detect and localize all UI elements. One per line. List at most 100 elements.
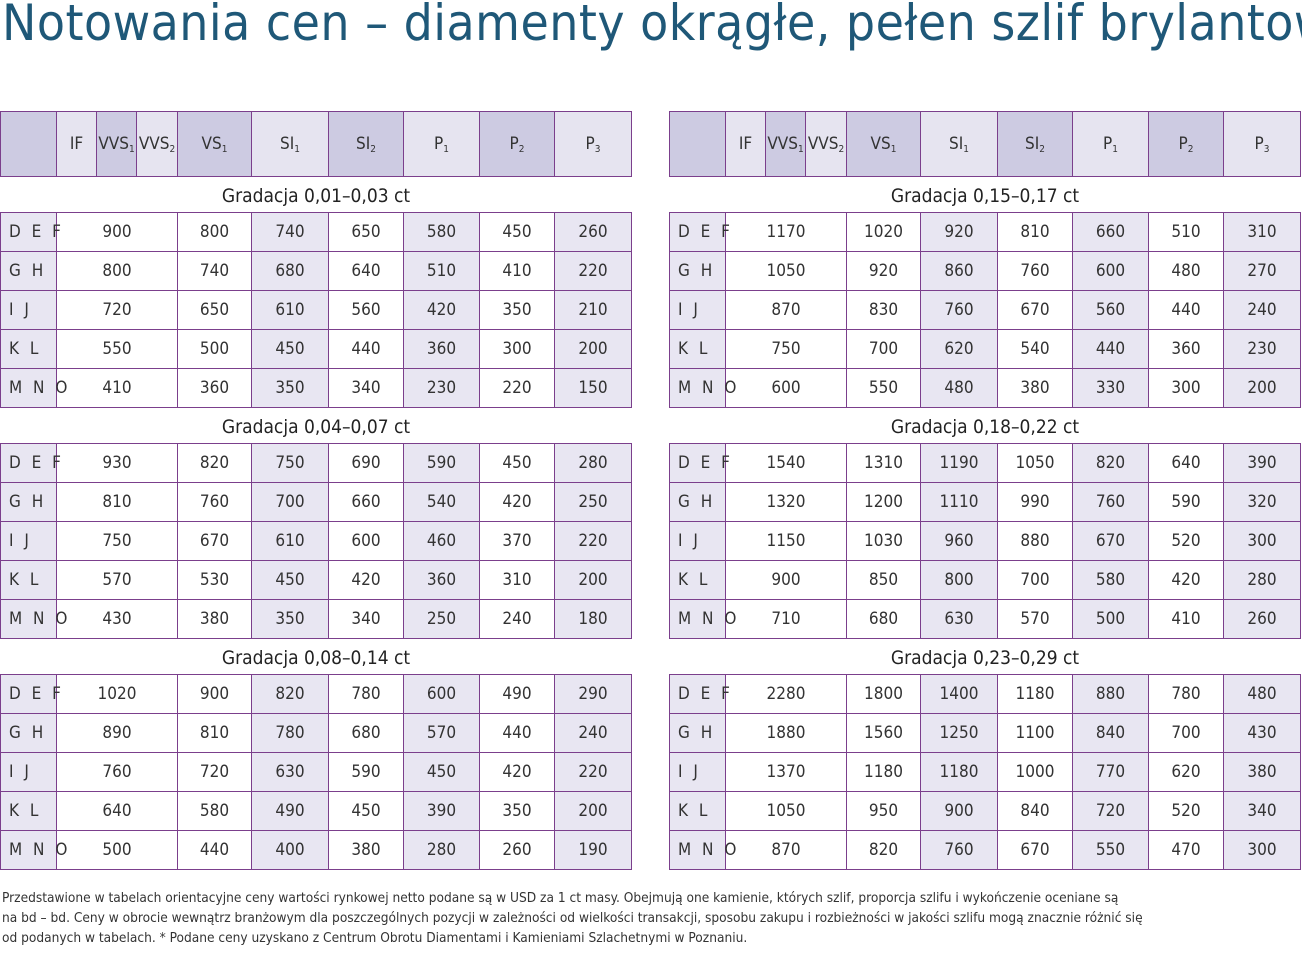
column-header: VVS1	[96, 111, 137, 177]
price-cell: 240	[1223, 290, 1301, 330]
table-row: M N O 710 680 630 570 500 410 260	[669, 599, 1301, 639]
price-cell: 580	[1072, 560, 1149, 600]
color-grade-label: D E F	[0, 674, 61, 714]
column-header-subscript: 3	[594, 143, 601, 155]
price-cell: 540	[403, 482, 480, 522]
price-cell: 1100	[997, 713, 1073, 753]
column-header-label: VVS	[767, 133, 798, 154]
price-cell: 760	[920, 830, 998, 870]
price-cell: 370	[479, 521, 555, 561]
price-cell: 900	[177, 674, 252, 714]
column-header-subscript: 1	[890, 143, 897, 155]
price-cell: 480	[1223, 674, 1301, 714]
price-cell: 1050	[725, 791, 847, 831]
section-title: Gradacja 0,04–0,07 ct	[0, 407, 632, 444]
color-grade-label: G H	[0, 713, 57, 753]
price-cell: 870	[725, 830, 847, 870]
price-cell: 220	[554, 752, 632, 792]
column-header-subscript: 1	[128, 143, 135, 155]
price-cell: 280	[1223, 560, 1301, 600]
price-cell: 540	[997, 329, 1073, 369]
price-cell: 860	[920, 251, 998, 291]
price-cell: 700	[997, 560, 1073, 600]
column-header-subscript: 2	[1039, 143, 1045, 155]
color-grade-label: D E F	[669, 443, 730, 483]
price-cell: 1200	[846, 482, 921, 522]
price-cell: 420	[403, 290, 480, 330]
color-grade-label: I J	[0, 290, 57, 330]
price-cell: 840	[1072, 713, 1149, 753]
price-cell: 550	[1072, 830, 1149, 870]
column-header-label: VS	[201, 133, 222, 154]
price-cell: 150	[554, 368, 632, 408]
color-grade-label: D E F	[0, 443, 61, 483]
column-header: SI2	[997, 111, 1073, 177]
price-cell: 200	[554, 329, 632, 369]
footnote-line: od podanych w tabelach. * Podane ceny uz…	[2, 930, 748, 946]
color-grade-label: G H	[669, 713, 726, 753]
color-grade-label: M N O	[0, 830, 67, 870]
price-cell: 1020	[846, 212, 921, 252]
color-grade-label: I J	[0, 752, 57, 792]
price-cell: 430	[1223, 713, 1301, 753]
table-row: I J 750 670 610 600 460 370 220	[0, 521, 632, 561]
price-cell: 890	[56, 713, 178, 753]
price-cell: 460	[403, 521, 480, 561]
table-row: I J 760 720 630 590 450 420 220	[0, 752, 632, 792]
price-cell: 820	[177, 443, 252, 483]
price-cell: 340	[1223, 791, 1301, 831]
table-row: M N O 410 360 350 340 230 220 150	[0, 368, 632, 408]
section-title: Gradacja 0,23–0,29 ct	[669, 638, 1301, 675]
price-cell: 250	[554, 482, 632, 522]
price-cell: 680	[328, 713, 404, 753]
price-cell: 360	[403, 560, 480, 600]
price-cell: 900	[920, 791, 998, 831]
price-cell: 190	[554, 830, 632, 870]
color-grade-label: G H	[0, 251, 57, 291]
price-cell: 700	[1148, 713, 1224, 753]
price-cell: 440	[328, 329, 404, 369]
price-cell: 300	[1223, 830, 1301, 870]
price-cell: 520	[1148, 521, 1224, 561]
column-header-label: SI	[356, 133, 371, 154]
price-cell: 550	[846, 368, 921, 408]
table-row: D E F 1020 900 820 780 600 490 290	[0, 674, 632, 714]
column-header: P1	[403, 111, 480, 177]
price-cell: 420	[479, 482, 555, 522]
price-cell: 1180	[920, 752, 998, 792]
price-cell: 850	[846, 560, 921, 600]
price-cell: 230	[403, 368, 480, 408]
price-cell: 1020	[56, 674, 178, 714]
section-title-row: Gradacja 0,08–0,14 ct	[0, 638, 632, 675]
price-cell: 870	[725, 290, 847, 330]
column-header-label: VS	[870, 133, 891, 154]
price-cell: 590	[1148, 482, 1224, 522]
price-cell: 510	[403, 251, 480, 291]
price-cell: 340	[328, 599, 404, 639]
price-cell: 580	[403, 212, 480, 252]
price-cell: 1250	[920, 713, 998, 753]
color-grade-label: M N O	[669, 830, 736, 870]
price-cell: 500	[1072, 599, 1149, 639]
price-cell: 350	[479, 791, 555, 831]
section-title: Gradacja 0,08–0,14 ct	[0, 638, 632, 675]
table-row: G H 1050 920 860 760 600 480 270	[669, 251, 1301, 291]
price-cell: 670	[1072, 521, 1149, 561]
price-cell: 640	[328, 251, 404, 291]
color-grade-label: I J	[669, 290, 726, 330]
price-cell: 250	[403, 599, 480, 639]
price-cell: 610	[251, 290, 329, 330]
price-cell: 390	[403, 791, 480, 831]
section-title-row: Gradacja 0,23–0,29 ct	[669, 638, 1301, 675]
price-cell: 350	[479, 290, 555, 330]
column-header-subscript: 2	[370, 143, 376, 155]
header-row: IF VVS1 VVS2 VS1 SI1 SI2 P1 P2 P3	[0, 111, 632, 177]
price-cell: 1170	[725, 212, 847, 252]
price-cell: 750	[251, 443, 329, 483]
color-grade-label: I J	[0, 521, 57, 561]
table-row: G H 800 740 680 640 510 410 220	[0, 251, 632, 291]
color-grade-label: M N O	[0, 368, 67, 408]
price-cell: 410	[56, 368, 178, 408]
table-row: M N O 870 820 760 670 550 470 300	[669, 830, 1301, 870]
price-cell: 300	[1148, 368, 1224, 408]
